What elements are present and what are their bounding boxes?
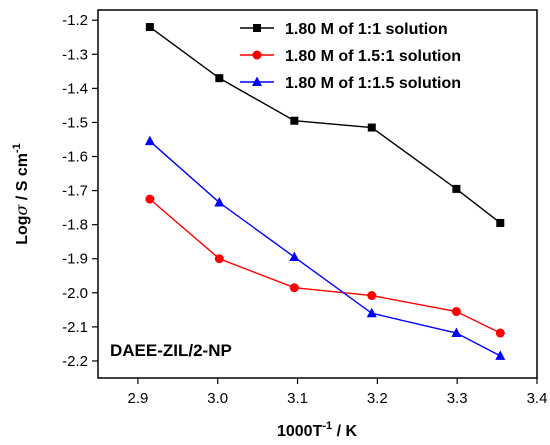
x-tick-label: 2.9 — [127, 390, 148, 407]
y-tick-label: -1.9 — [62, 251, 88, 268]
x-tick-label: 3.2 — [367, 390, 388, 407]
y-tick-label: -1.4 — [62, 80, 88, 97]
x-tick-label: 3.1 — [287, 390, 308, 407]
y-tick-label: -2.2 — [62, 353, 88, 370]
series-line-2 — [149, 198, 501, 334]
legend-marker-1 — [253, 24, 261, 32]
series-layer — [144, 23, 506, 360]
data-point-series-2 — [451, 307, 461, 317]
x-tick-label: 3.0 — [207, 390, 228, 407]
data-point-series-2 — [214, 254, 224, 264]
y-axis-title: Logσ / S cm-1 — [11, 143, 31, 245]
y-tick-label: -1.6 — [62, 149, 88, 166]
data-point-series-3 — [366, 307, 377, 318]
x-tick-label: 3.4 — [527, 390, 548, 407]
y-tick-label: -1.2 — [62, 12, 88, 29]
data-point-series-3 — [214, 197, 225, 207]
data-point-series-2 — [367, 291, 377, 301]
data-point-series-1 — [367, 123, 376, 132]
data-point-series-3 — [144, 135, 155, 146]
series-line-1 — [149, 26, 501, 224]
legend-label-3: 1.80 M of 1:1.5 solution — [285, 75, 461, 92]
annotation-label: DAEE-ZIL/2-NP — [110, 341, 232, 360]
data-point-series-3 — [289, 251, 300, 262]
x-tick-label: 3.3 — [447, 390, 468, 407]
data-point-series-3 — [495, 350, 506, 360]
data-point-series-2 — [289, 283, 299, 293]
plot-frame — [97, 9, 538, 379]
y-tick-label: -2.1 — [62, 319, 88, 336]
y-tick-label: -1.7 — [62, 183, 88, 200]
x-axis-title: 1000T-1 / K — [277, 420, 357, 440]
data-point-series-1 — [452, 184, 461, 193]
data-point-series-1 — [496, 218, 505, 227]
y-tick-label: -1.3 — [62, 46, 88, 63]
data-point-series-1 — [290, 116, 299, 125]
legend: 1.80 M of 1:1 solution 1.80 M of 1.5:1 so… — [240, 21, 461, 92]
legend-marker-2 — [252, 50, 262, 60]
legend-label-2: 1.80 M of 1.5:1 solution — [285, 48, 461, 65]
y-tick-label: -1.5 — [62, 114, 88, 131]
data-point-series-2 — [495, 328, 505, 338]
legend-label-1: 1.80 M of 1:1 solution — [285, 21, 448, 38]
data-point-series-1 — [215, 74, 224, 83]
data-point-series-1 — [145, 23, 154, 32]
legend-marker-3 — [252, 76, 262, 86]
y-tick-label: -2.0 — [62, 285, 88, 302]
y-tick-label: -1.8 — [62, 217, 88, 234]
data-point-series-2 — [145, 194, 155, 204]
series-line-3 — [149, 140, 501, 357]
axis-ticks: 2.9 3.0 3.1 3.2 3.3 3.4 -1.2 -1.3 -1.4 -1.5 -1.6 -1… — [62, 12, 547, 407]
data-point-series-3 — [451, 327, 462, 338]
